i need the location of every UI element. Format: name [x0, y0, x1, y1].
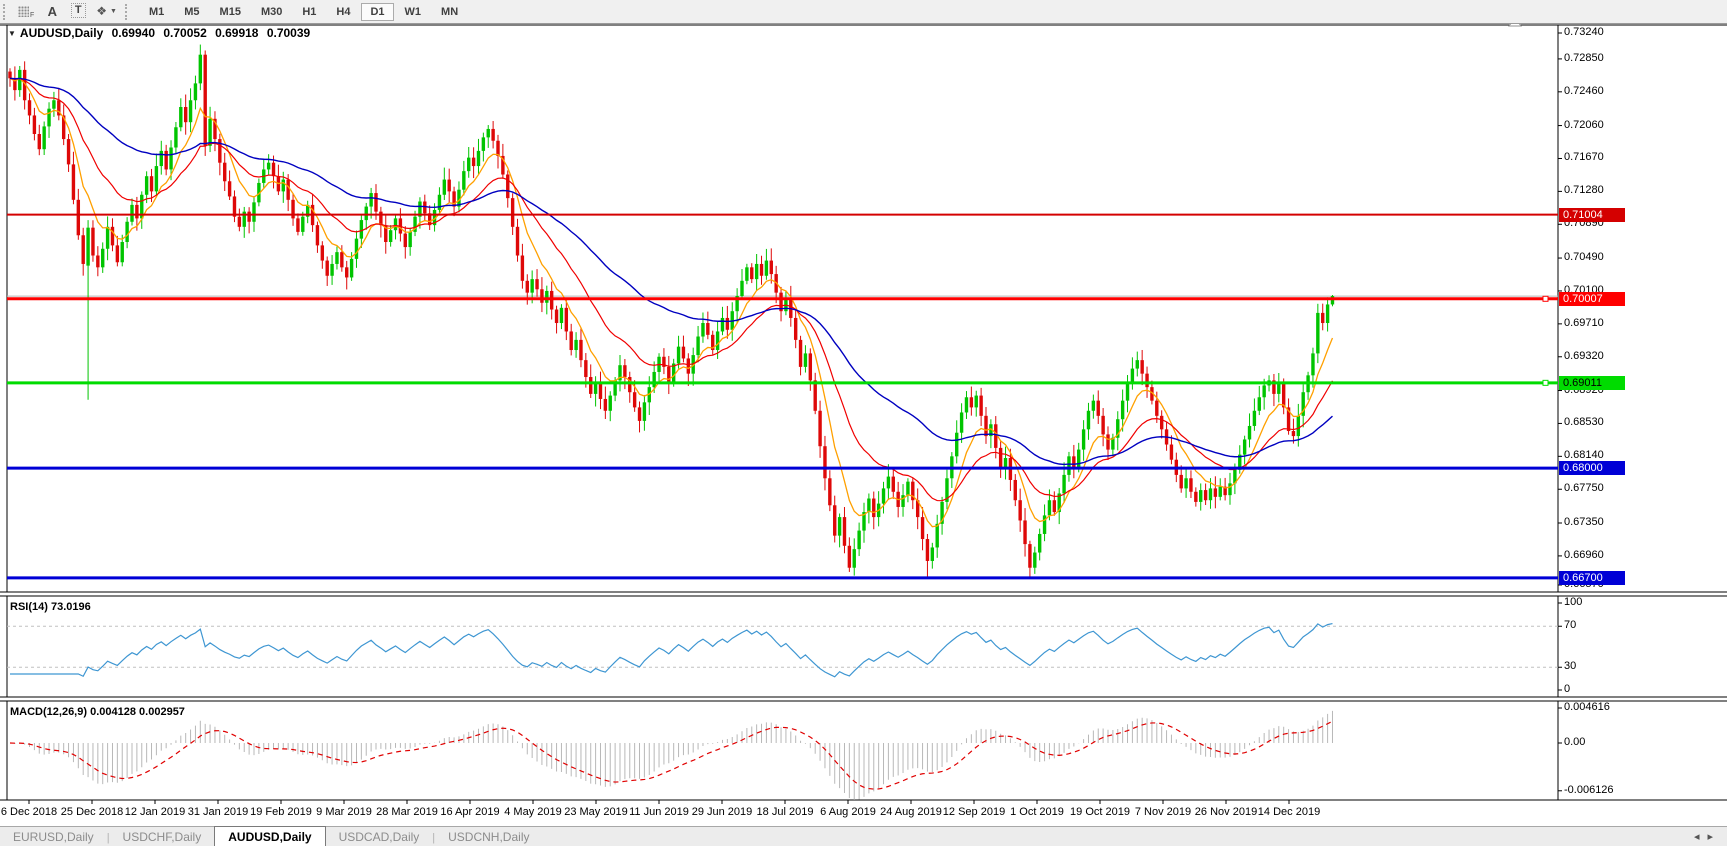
- line-handle[interactable]: [1542, 295, 1549, 302]
- moving-average-21: [9, 77, 1333, 502]
- tab-separator: |: [432, 832, 436, 844]
- macd-histogram: [14, 710, 1333, 800]
- dots-grid-icon-label: F: [30, 12, 35, 19]
- timeframe-button-h4[interactable]: H4: [327, 3, 359, 21]
- timeframe-button-m30[interactable]: M30: [252, 3, 291, 21]
- tab-separator: |: [106, 832, 110, 844]
- rsi-line: [10, 622, 1333, 678]
- chart-tab-usdcad[interactable]: USDCAD,Daily: [338, 830, 420, 844]
- text-box-tool-button[interactable]: T: [67, 2, 89, 21]
- timeframe-button-mn[interactable]: MN: [432, 3, 467, 21]
- chart-tab-eurusd[interactable]: EURUSD,Daily: [13, 830, 94, 844]
- chart-tab-usdchf[interactable]: USDCHF,Daily: [122, 830, 202, 844]
- macd-signal-line: [9, 720, 1333, 790]
- moving-average-55: [9, 77, 1333, 466]
- panel-borders: [0, 24, 1727, 804]
- rsi-panel[interactable]: [7, 622, 1558, 678]
- timeframe-button-d1[interactable]: D1: [361, 2, 394, 21]
- tab-scroll-arrows: ◂ ▸: [1690, 830, 1717, 846]
- timeframe-button-m1[interactable]: M1: [140, 3, 173, 21]
- timeframe-button-h1[interactable]: H1: [293, 3, 325, 21]
- tab-scroll-right-icon[interactable]: ▸: [1707, 831, 1713, 843]
- chart-tab-audusd[interactable]: AUDUSD,Daily: [214, 826, 326, 846]
- macd-panel[interactable]: [9, 710, 1333, 800]
- timeframe-button-m5[interactable]: M5: [175, 3, 208, 21]
- line-handle[interactable]: [1542, 379, 1549, 386]
- moving-average-8: [9, 77, 1334, 528]
- tab-scroll-left-icon[interactable]: ◂: [1693, 831, 1700, 843]
- toolbar-grip[interactable]: [3, 3, 10, 20]
- timeframe-toolbar: M1 M5 M15 M30 H1 H4 D1 W1 MN: [139, 2, 468, 21]
- main-price-panel[interactable]: [0, 44, 1558, 580]
- text-label-icon: A: [47, 4, 57, 19]
- chart-tab-usdcnh[interactable]: USDCNH,Daily: [448, 830, 530, 844]
- chevron-down-icon: ▼: [110, 8, 117, 15]
- dots-grid-icon: [18, 6, 29, 17]
- timeframe-button-w1[interactable]: W1: [396, 3, 431, 21]
- timeframe-button-m15[interactable]: M15: [211, 3, 250, 21]
- shapes-tool-button[interactable]: ❖ ▼: [93, 2, 120, 21]
- shapes-icon: ❖: [96, 4, 108, 18]
- chart-tab-bar: EURUSD,Daily | USDCHF,Daily AUDUSD,Daily USD…: [0, 826, 1727, 846]
- toolbar-grip-2[interactable]: [124, 3, 132, 20]
- text-label-tool-button[interactable]: A: [41, 2, 63, 21]
- toolbar: F A T ❖ ▼ M1 M5 M15 M30 H1 H4 D1 W1 MN: [0, 0, 1727, 24]
- text-box-icon: T: [70, 3, 86, 18]
- dots-grid-tool-button[interactable]: F: [15, 2, 37, 21]
